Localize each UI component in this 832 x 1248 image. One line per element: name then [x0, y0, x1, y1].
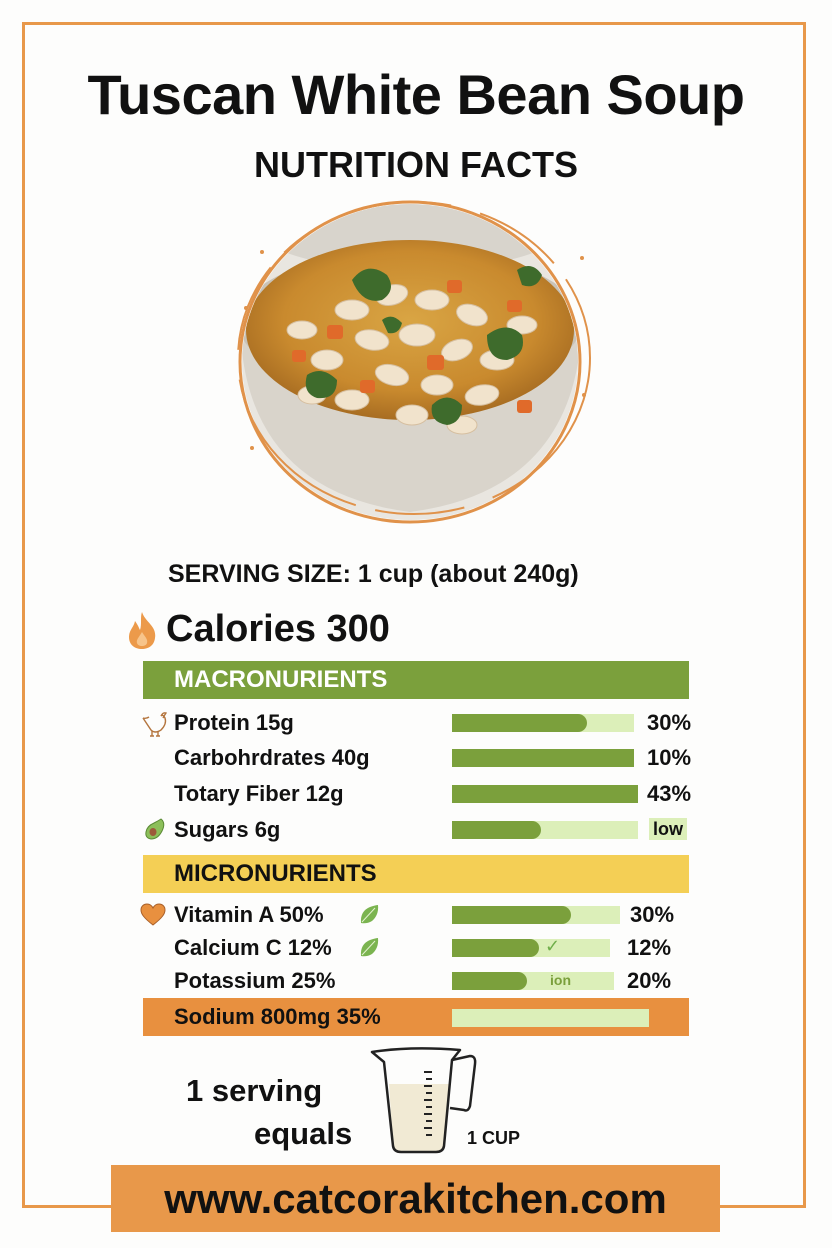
macro-row-label: Sugars 6g	[174, 817, 281, 842]
website-link[interactable]: www.catcorakitchen.com	[111, 1165, 720, 1232]
macro-row-value: 43%	[647, 781, 692, 806]
micro-row-label: Potassium 25%	[174, 968, 336, 993]
check-icon: ✓	[545, 936, 561, 956]
micronutrients-header: MICRONURIENTS	[143, 855, 689, 893]
heart-icon	[140, 903, 166, 927]
sodium-label: Sodium 800mg 35%	[174, 1004, 381, 1029]
micro-bar-fill	[452, 939, 539, 957]
macro-bar-fill	[452, 821, 542, 839]
cup-label: 1 CUP	[467, 1128, 521, 1148]
serving-size: SERVING SIZE: 1 cup (about 240g)	[168, 560, 579, 588]
macro-bar-fill	[452, 749, 634, 767]
micro-row-value: 30%	[630, 902, 675, 927]
soup-photo	[232, 200, 592, 530]
micro-row-label: Vitamin A 50%	[174, 902, 324, 927]
macro-row-value: 10%	[647, 745, 692, 770]
macro-bar-fill	[452, 714, 587, 732]
micro-row-label: Calcium C 12%	[174, 935, 332, 960]
measuring-cup-icon	[370, 1046, 480, 1154]
macro-row-label: Totary Fiber 12g	[174, 781, 344, 806]
macro-bar-track	[452, 785, 638, 803]
bar-inline-text: ion	[550, 972, 571, 988]
micro-row-value: 20%	[627, 968, 672, 993]
micro-bar-track: ion	[452, 972, 614, 990]
macronutrients-header: MACRONURIENTS	[143, 661, 689, 699]
macro-row-label: Protein 15g	[174, 710, 294, 735]
macro-row-value: low	[649, 818, 687, 840]
serving-equals-line1: 1 serving	[186, 1073, 323, 1108]
macro-bar-track	[452, 714, 634, 732]
macro-bar-fill	[452, 785, 638, 803]
leaf-icon	[358, 903, 380, 925]
micro-bar-track	[452, 906, 620, 924]
sodium-bar-track	[452, 1009, 649, 1027]
serving-equals-line2: equals	[254, 1116, 353, 1151]
micro-bar-fill	[452, 972, 527, 990]
page-subtitle: NUTRITION FACTS	[254, 144, 578, 185]
chicken-icon	[141, 710, 169, 738]
avocado-icon	[143, 817, 167, 841]
flame-icon	[125, 610, 159, 650]
micro-bar-fill	[452, 906, 572, 924]
micro-bar-track: ✓	[452, 936, 610, 957]
leaf-icon	[358, 936, 380, 958]
macro-row-label: Carbohrdrates 40g	[174, 745, 370, 770]
macro-row-value: 30%	[647, 710, 692, 735]
micro-row-value: 12%	[627, 935, 672, 960]
calories-value: Calories 300	[166, 608, 390, 650]
macro-bar-track	[452, 821, 638, 839]
macro-bar-track	[452, 749, 634, 767]
page-title: Tuscan White Bean Soup	[87, 63, 745, 126]
